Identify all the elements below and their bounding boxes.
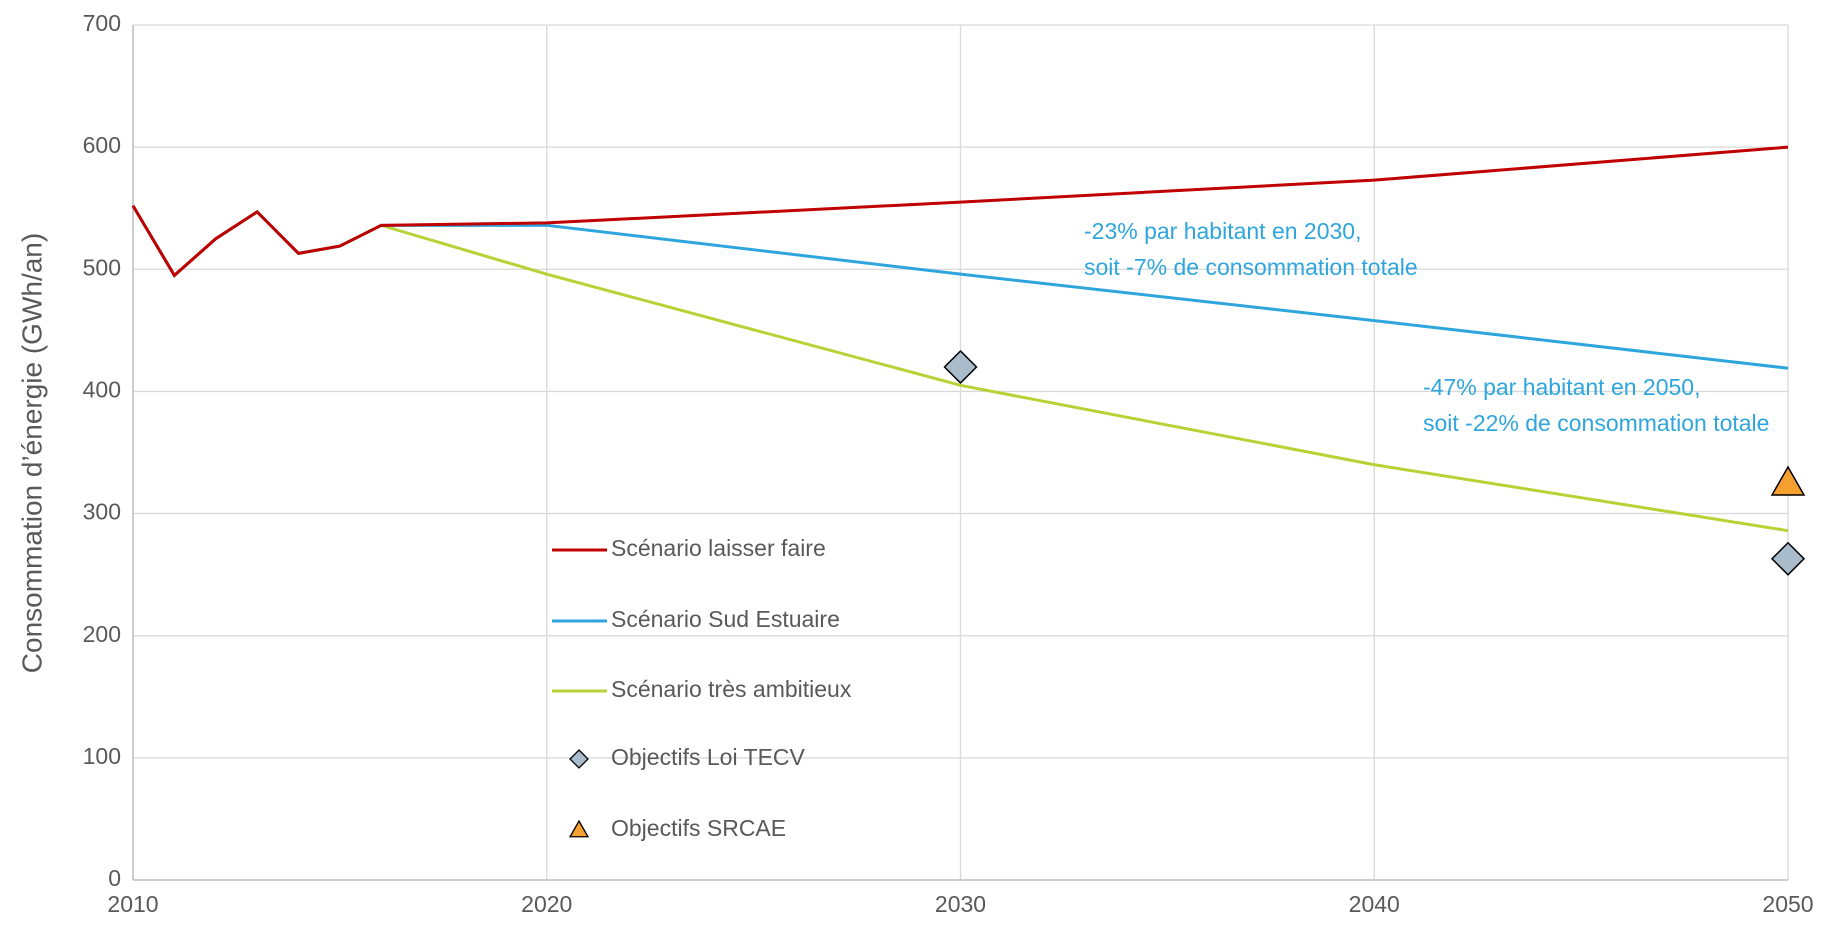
x-tick-label: 2030 [935,891,986,917]
legend-swatch [569,749,589,769]
x-tick-label: 2050 [1762,891,1813,917]
y-tick-label: 700 [83,10,121,36]
y-tick-label: 600 [83,132,121,158]
x-tick-label: 2010 [107,891,158,917]
annotation: -23% par habitant en 2030, [1084,218,1361,244]
legend-label: Scénario laisser faire [611,535,826,561]
legend-label: Scénario très ambitieux [611,676,852,702]
y-tick-label: 0 [108,865,121,891]
triangle-marker [1770,465,1806,496]
legend-label: Objectifs SRCAE [611,815,786,841]
annotation: -47% par habitant en 2050, [1423,374,1700,400]
y-tick-label: 100 [83,743,121,769]
diamond-marker [943,349,978,385]
diamond-marker [1770,541,1806,576]
y-tick-label: 400 [83,377,121,403]
annotation: soit -7% de consommation totale [1084,254,1418,280]
y-tick-label: 500 [83,254,121,280]
legend-swatch [568,819,590,838]
legend-label: Scénario Sud Estuaire [611,606,840,632]
x-tick-label: 2020 [521,891,572,917]
y-tick-label: 300 [83,499,121,525]
legend-label: Objectifs Loi TECV [611,744,806,770]
annotation: soit -22% de consommation totale [1423,410,1769,436]
y-axis-title: Consommation d’énergie (GWh/an) [16,233,47,673]
series-line [131,145,1789,278]
x-tick-label: 2040 [1349,891,1400,917]
y-tick-label: 200 [83,621,121,647]
